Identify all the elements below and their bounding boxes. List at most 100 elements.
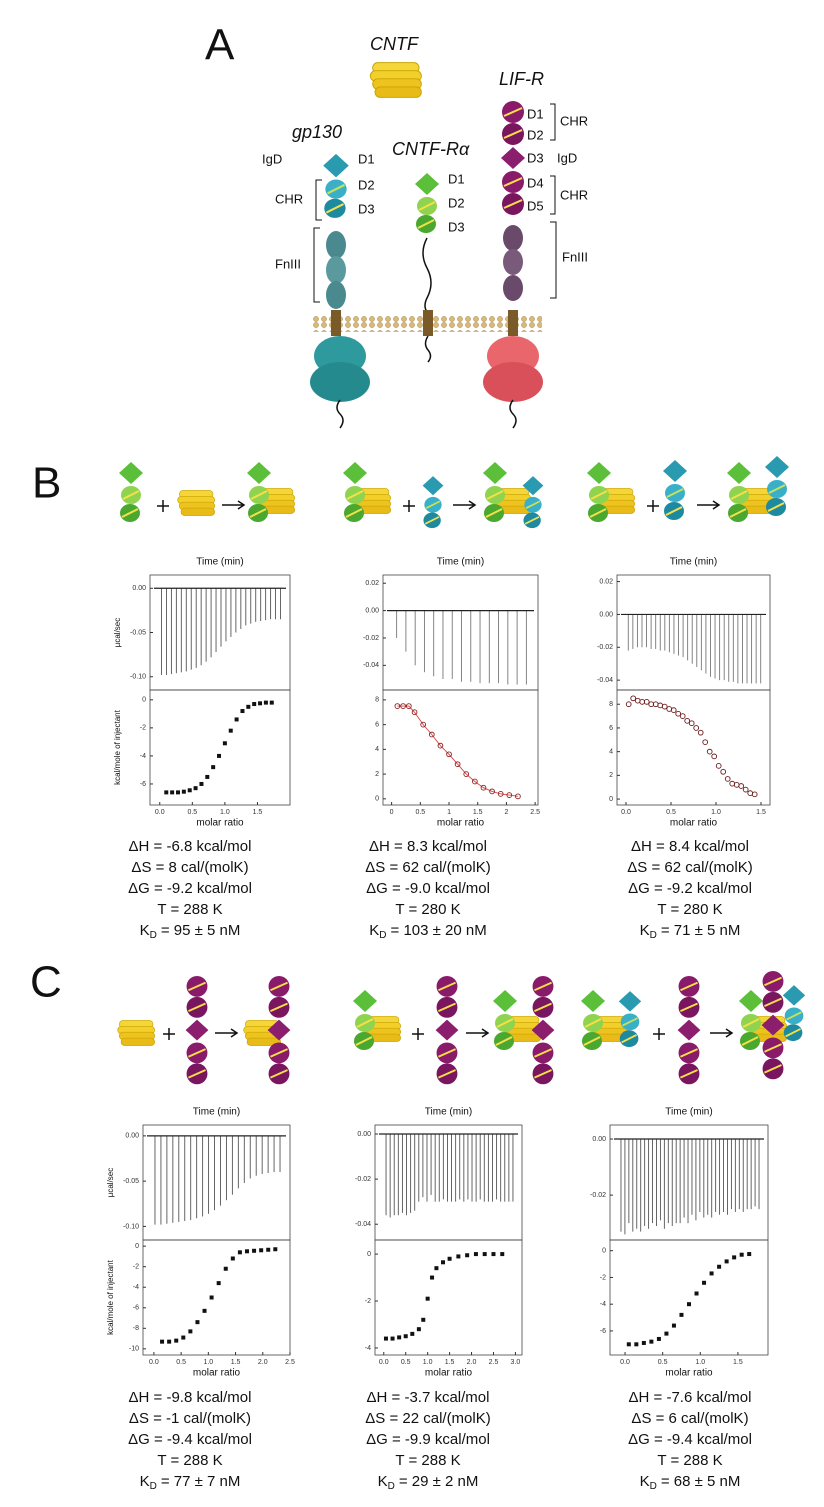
bracket [550, 175, 556, 215]
thermo-param: ΔS = -1 cal/(molK) [129, 1410, 251, 1427]
data-point [421, 1317, 426, 1322]
y-tick-label: -2 [365, 1298, 371, 1305]
arrow [222, 500, 246, 510]
plus [157, 500, 169, 512]
x-tick-label: 0.0 [149, 1359, 159, 1366]
transmembrane [423, 310, 433, 336]
data-point [480, 784, 487, 791]
x-tick-label: 1.5 [231, 1359, 241, 1366]
y-axis-label: kcal/mole of injectant [113, 709, 122, 784]
gp130-icon [764, 456, 790, 517]
data-point [176, 790, 180, 795]
thermo-param: ΔS = 62 cal/(molK) [365, 859, 490, 876]
data-point [205, 774, 210, 779]
y-tick-label: 0 [609, 796, 613, 803]
y-tick-label: 4 [375, 746, 379, 753]
data-point [416, 1327, 421, 1332]
y-tick-label: -0.02 [597, 644, 613, 651]
y-tick-label: 0.00 [592, 1136, 606, 1143]
data-point [234, 717, 239, 722]
raw-title: Time (min) [670, 557, 717, 568]
data-point [411, 709, 418, 716]
y-tick-label: -0.02 [355, 1176, 371, 1183]
y-tick-label: -0.02 [590, 1192, 606, 1199]
data-point [717, 1264, 722, 1269]
data-point [167, 1339, 172, 1344]
y-tick-label: 0.00 [357, 1131, 371, 1138]
transmembrane [331, 310, 341, 336]
y-axis-label: kcal/mole of injectant [106, 1259, 115, 1334]
data-point [706, 748, 713, 755]
gp130-icon [617, 990, 643, 1049]
y-tick-label: 6 [375, 721, 379, 728]
domain-label: IgD [557, 150, 577, 165]
data-point [193, 786, 198, 791]
data-point [473, 1252, 478, 1257]
data-point [258, 701, 263, 706]
domain-label: CHR [560, 187, 588, 202]
data-point [230, 1256, 235, 1261]
thermo-param: ΔH = 8.3 kcal/mol [369, 838, 487, 855]
x-tick-label: 0.0 [155, 809, 165, 816]
isotherm-frame [374, 1239, 523, 1356]
kd-value: = 77 ± 7 nM [161, 1473, 241, 1490]
y-tick-label: -2 [600, 1274, 606, 1281]
data-point [697, 729, 704, 736]
isotherm-frame [149, 689, 291, 806]
data-point [747, 1252, 752, 1257]
data-point [456, 1254, 461, 1259]
raw-frame [374, 1124, 523, 1241]
data-point [209, 1295, 214, 1300]
bracket [313, 227, 320, 303]
ralpha-icon [726, 462, 752, 523]
data-point [472, 778, 478, 785]
data-point [170, 790, 175, 795]
data-point [160, 1339, 165, 1344]
data-point [164, 790, 169, 795]
lifr-icon [266, 975, 292, 1086]
y-tick-label: 0.02 [599, 578, 613, 585]
bracket [550, 103, 556, 141]
data-point [403, 1334, 408, 1339]
data-point [263, 700, 268, 705]
data-point [715, 763, 722, 769]
x-tick-label: 2.0 [467, 1359, 477, 1366]
y-tick-label: 4 [609, 748, 613, 755]
ralpha-icon [352, 990, 378, 1051]
data-point [724, 776, 731, 782]
domain-label: FnIII [275, 256, 301, 271]
data-point [738, 783, 745, 789]
dissociation-constant: KD = 95 ± 5 nM [140, 922, 241, 941]
x-tick-label: 0.5 [187, 809, 197, 816]
data-point [216, 1281, 221, 1286]
data-point [397, 1335, 402, 1340]
data-point [709, 1271, 714, 1276]
data-point [649, 1339, 654, 1344]
x-tick-label: 1.5 [253, 809, 263, 816]
domain-label: CHR [560, 113, 588, 128]
thermo-param: ΔG = -9.9 kcal/mol [366, 1431, 490, 1448]
x-tick-label: 2 [504, 809, 508, 816]
kd-value: = 68 ± 5 nM [661, 1473, 741, 1490]
kd-symbol: K [640, 1473, 650, 1490]
x-tick-label: 1.0 [711, 809, 721, 816]
data-point [670, 707, 677, 714]
kd-subscript: D [388, 1481, 395, 1492]
x-tick-label: 0.5 [401, 1359, 411, 1366]
kd-subscript: D [150, 930, 157, 941]
panel-c-schemes: C [30, 958, 807, 1086]
transmembrane [508, 310, 518, 336]
raw-title: Time (min) [196, 557, 243, 568]
data-point [675, 710, 682, 717]
data-point [491, 1252, 496, 1257]
y-tick-label: -0.04 [355, 1221, 371, 1228]
data-point [410, 1331, 415, 1336]
data-point [273, 1247, 278, 1252]
gp130-icon [662, 460, 688, 521]
data-point [434, 1266, 439, 1271]
x-tick-label: 2.5 [285, 1359, 295, 1366]
x-tick-label: 1 [447, 809, 451, 816]
y-tick-label: 2 [609, 772, 613, 779]
thermo-param: ΔH = 8.4 kcal/mol [631, 838, 749, 855]
data-point [223, 1266, 228, 1271]
